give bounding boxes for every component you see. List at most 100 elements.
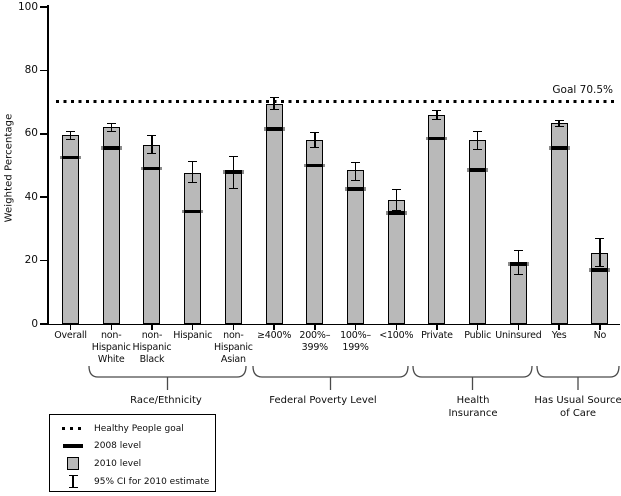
x-category-label: Overall xyxy=(54,330,87,341)
y-tick-mark xyxy=(40,69,48,72)
x-category-label: non- Hispanic Asian xyxy=(213,330,253,365)
x-tick-mark xyxy=(273,325,275,330)
ci-whisker xyxy=(391,189,401,212)
bar-2010-level xyxy=(265,103,283,324)
ci-whisker xyxy=(513,249,523,275)
y-axis-line xyxy=(47,5,49,325)
group-label: Health Insurance xyxy=(448,395,498,419)
bar-2010-level xyxy=(550,122,568,324)
bar-2010-level xyxy=(387,200,405,324)
x-tick-mark xyxy=(191,325,194,330)
x-axis-line xyxy=(47,323,620,325)
x-category-label: Private xyxy=(421,330,453,341)
legend-label: 95% CI for 2010 estimate xyxy=(94,476,210,487)
healthy-people-goal-dotted-icon xyxy=(62,427,84,431)
y-tick-mark xyxy=(40,133,48,135)
bar-2010-level xyxy=(62,135,79,324)
bar-2010-level xyxy=(224,173,242,324)
bar-2010-level xyxy=(428,114,446,324)
legend-row-goal: Healthy People goal xyxy=(50,420,215,438)
bar-2010-level xyxy=(306,140,324,324)
x-tick-mark xyxy=(558,325,560,330)
x-category-label: Public xyxy=(464,330,492,341)
x-category-label: 200%– 399% xyxy=(299,330,331,353)
x-tick-mark xyxy=(517,325,520,330)
level-2008-line-icon xyxy=(63,444,83,449)
y-tick-mark xyxy=(40,196,48,198)
ci-whisker xyxy=(66,130,75,141)
ci-whisker xyxy=(351,162,361,182)
group-label: Race/Ethnicity xyxy=(130,395,202,406)
legend: Healthy People goal 2008 level 2010 leve… xyxy=(49,414,216,492)
legend-row-2008: 2008 level xyxy=(50,438,215,456)
x-category-label: No xyxy=(593,330,607,341)
x-tick-mark xyxy=(110,325,112,330)
ci-whisker xyxy=(554,119,564,128)
x-tick-mark xyxy=(69,325,72,330)
marker-2008-level xyxy=(100,146,122,150)
x-category-label: Yes xyxy=(551,330,567,341)
marker-2008-level xyxy=(467,168,489,173)
x-category-label: Uninsured xyxy=(495,330,542,341)
bar-2010-level xyxy=(143,144,161,324)
ci-whisker xyxy=(188,160,198,183)
marker-2008-level xyxy=(60,155,81,160)
bar-2010-level xyxy=(184,173,202,324)
level-2010-box-icon xyxy=(67,457,79,471)
x-tick-mark xyxy=(354,325,357,330)
y-tick-label: 40 xyxy=(24,190,38,203)
group-brace xyxy=(88,365,247,390)
legend-label: Healthy People goal xyxy=(94,423,184,434)
x-tick-mark xyxy=(232,325,235,330)
marker-2008-level xyxy=(548,146,570,150)
y-tick-label: 80 xyxy=(24,63,38,76)
x-category-label: ≥400% xyxy=(257,330,292,341)
group-brace xyxy=(412,365,533,390)
y-tick-label: 60 xyxy=(24,127,38,140)
x-tick-mark xyxy=(151,325,153,330)
legend-label: 2008 level xyxy=(94,441,142,452)
x-tick-mark xyxy=(599,325,601,330)
group-brace xyxy=(536,365,620,390)
marker-2008-level xyxy=(263,127,285,131)
legend-label: 2010 level xyxy=(94,458,142,469)
ci-whisker xyxy=(228,155,238,190)
marker-2008-level xyxy=(345,187,367,192)
marker-2008-level xyxy=(141,166,163,171)
x-tick-mark xyxy=(436,325,438,330)
ci-whisker xyxy=(147,135,157,155)
legend-row-ci: 95% CI for 2010 estimate xyxy=(50,473,215,491)
group-label: Has Usual Source of Care xyxy=(534,395,621,419)
legend-row-2010: 2010 level xyxy=(50,455,215,473)
ci-whisker xyxy=(106,122,116,133)
x-tick-mark xyxy=(395,325,397,330)
group-brace xyxy=(252,365,409,390)
marker-2008-level xyxy=(426,136,448,141)
x-category-label: <100% xyxy=(379,330,414,341)
y-tick-mark xyxy=(40,259,48,262)
marker-2008-level xyxy=(182,209,204,214)
y-tick-label: 20 xyxy=(24,254,38,267)
x-tick-mark xyxy=(314,325,316,330)
y-tick-mark xyxy=(40,323,48,325)
x-tick-mark xyxy=(477,325,479,330)
y-tick-mark xyxy=(40,6,48,8)
ci-whisker xyxy=(432,110,442,120)
x-category-label: Hispanic xyxy=(173,330,213,341)
ci-error-bar-icon xyxy=(68,475,78,489)
goal-label: Goal 70.5% xyxy=(552,84,613,96)
y-tick-label: 0 xyxy=(31,317,38,330)
marker-2008-level xyxy=(304,163,326,168)
marker-2008-level xyxy=(589,268,611,272)
x-category-label: 100%– 199% xyxy=(340,330,371,353)
bar-2010-level xyxy=(102,127,120,324)
ci-whisker xyxy=(269,97,279,111)
marker-2008-level xyxy=(385,211,407,215)
ci-whisker xyxy=(595,238,605,267)
bar-2010-level xyxy=(347,170,365,324)
ci-whisker xyxy=(473,130,483,150)
x-category-label: non- Hispanic Black xyxy=(132,330,172,365)
goal-dotted-line xyxy=(56,100,618,103)
y-tick-label: 100 xyxy=(17,0,38,13)
